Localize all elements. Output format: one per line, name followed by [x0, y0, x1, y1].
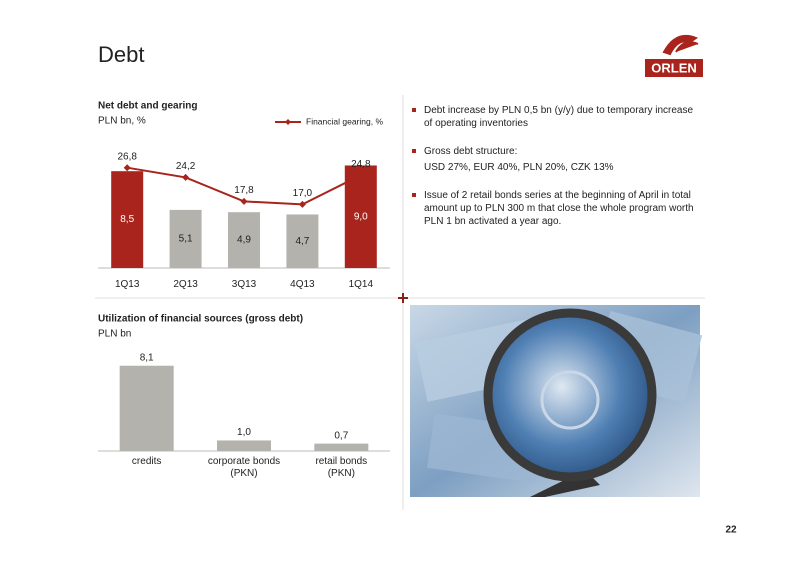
value-label: 17,8 [234, 185, 254, 196]
legend-marker [285, 119, 291, 125]
chart-subtitle: PLN bn [98, 329, 131, 340]
logo-box [645, 59, 703, 77]
bar [344, 165, 377, 268]
value-label: 5,1 [179, 234, 193, 245]
x-tick-label: credits [131, 456, 162, 467]
value-label: 0,7 [334, 430, 348, 441]
marker [182, 173, 190, 181]
bullet: Gross debt structure: USD 27%, EUR 40%, P… [412, 145, 697, 174]
chart-subtitle: PLN bn, % [98, 116, 146, 127]
logo-text: ORLEN [651, 60, 697, 75]
bar [228, 212, 260, 268]
bullet-detail: USD 27%, EUR 40%, PLN 20%, CZK 13% [424, 162, 614, 173]
bar [169, 209, 202, 268]
value-label: 1,0 [237, 427, 251, 438]
photo [410, 305, 703, 497]
bullet: Issue of 2 retail bonds series at the be… [412, 189, 697, 228]
page-number: 22 [725, 525, 737, 536]
bullet-list: Debt increase by PLN 0,5 bn (y/y) due to… [412, 104, 697, 243]
value-label: 17,0 [293, 188, 313, 199]
chart-title: Net debt and gearing [98, 101, 197, 112]
bar [119, 365, 174, 451]
bullet-text: Gross debt structure: [424, 146, 518, 157]
x-tick-label: 1Q13 [114, 279, 140, 290]
marker [240, 197, 248, 205]
bullet-text: Debt increase by PLN 0,5 bn (y/y) due to… [424, 105, 694, 129]
value-label: 9,0 [354, 211, 368, 222]
x-tick-label: retail bonds (PKN) [315, 456, 368, 479]
value-label: 24,8 [351, 159, 371, 170]
x-tick-label: corporate bonds (PKN) [207, 456, 281, 479]
value-label: 8,1 [140, 352, 154, 363]
value-label: 8,5 [120, 214, 134, 225]
bullet-text: Issue of 2 retail bonds series at the be… [424, 190, 694, 227]
x-tick-label: 4Q13 [290, 279, 315, 290]
chart-title: Utilization of financial sources (gross … [98, 314, 303, 325]
slide-title: Debt [98, 42, 144, 67]
marker [298, 200, 306, 208]
value-label: 26,8 [117, 151, 137, 162]
marker [123, 164, 131, 172]
bar [217, 440, 271, 451]
value-label: 24,2 [176, 161, 196, 172]
divider-cross [398, 293, 408, 303]
bar [111, 171, 144, 268]
marker [357, 171, 365, 179]
value-label: 4,7 [295, 236, 309, 247]
x-tick-label: 3Q13 [231, 279, 257, 290]
value-label: 4,9 [237, 235, 251, 246]
logo-mark [662, 34, 699, 56]
x-tick-label: 2Q13 [173, 279, 198, 290]
legend-label: Financial gearing, % [306, 116, 383, 126]
bar [314, 443, 369, 451]
x-tick-label: 1Q14 [348, 279, 374, 290]
bullet: Debt increase by PLN 0,5 bn (y/y) due to… [412, 104, 697, 130]
bar [286, 214, 319, 268]
